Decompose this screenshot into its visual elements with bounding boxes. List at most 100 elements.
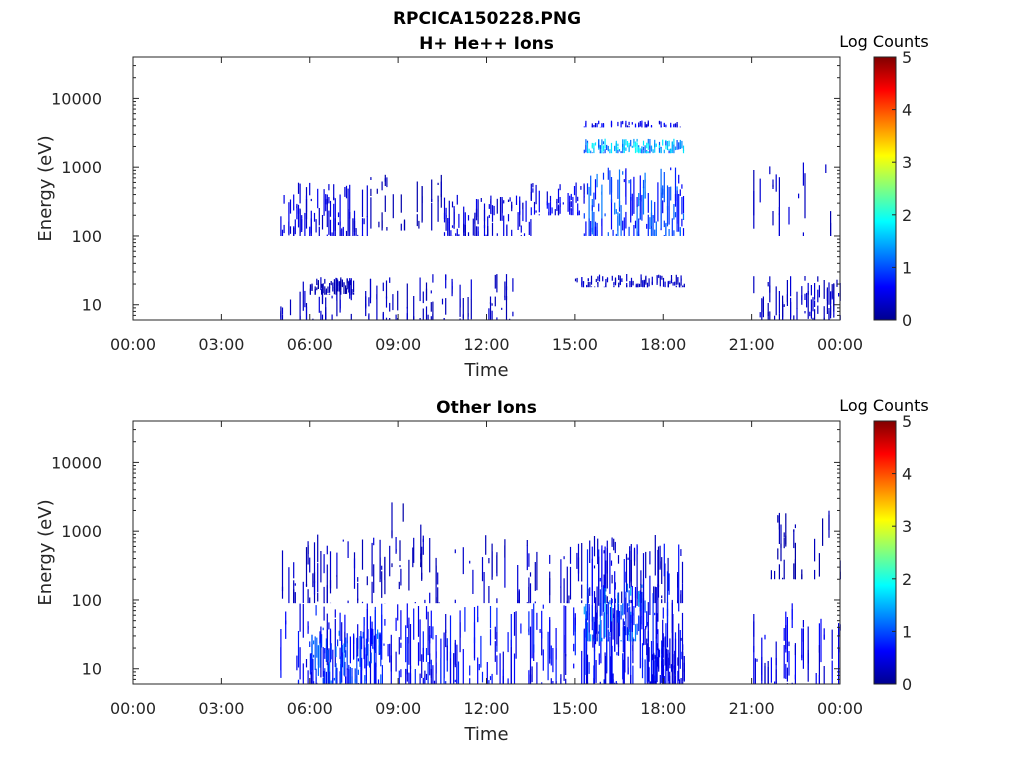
data-cell bbox=[504, 545, 506, 588]
data-cell bbox=[639, 121, 641, 127]
data-cell bbox=[370, 652, 372, 664]
data-region bbox=[370, 174, 442, 231]
data-cell bbox=[472, 569, 474, 594]
data-cell bbox=[421, 546, 423, 581]
data-cell bbox=[633, 225, 635, 236]
data-cell bbox=[311, 635, 313, 653]
data-cell bbox=[340, 656, 342, 684]
data-cell bbox=[370, 197, 372, 229]
data-cell bbox=[329, 200, 332, 217]
data-cell bbox=[336, 279, 338, 292]
data-cell bbox=[650, 200, 653, 227]
data-cell bbox=[522, 202, 524, 222]
data-cell bbox=[823, 317, 825, 320]
data-cell bbox=[313, 212, 316, 222]
data-cell bbox=[810, 299, 812, 319]
data-cell bbox=[671, 602, 673, 633]
data-cell bbox=[429, 592, 431, 604]
data-cell bbox=[397, 604, 399, 621]
data-cell bbox=[666, 185, 669, 211]
data-cell bbox=[445, 614, 447, 648]
data-cell bbox=[332, 649, 334, 682]
data-cell bbox=[682, 651, 684, 682]
data-cell bbox=[807, 282, 809, 295]
data-cell bbox=[449, 615, 452, 659]
data-cell bbox=[552, 648, 554, 673]
data-cell bbox=[581, 650, 583, 684]
data-cell bbox=[590, 221, 592, 236]
data-cell bbox=[661, 661, 663, 675]
colorbar-tick-label: 3 bbox=[902, 153, 912, 172]
data-cell bbox=[501, 199, 503, 213]
data-cell bbox=[651, 281, 653, 286]
data-cell bbox=[440, 657, 442, 684]
data-cell bbox=[831, 660, 833, 678]
data-cell bbox=[432, 626, 434, 640]
data-cell bbox=[642, 186, 645, 215]
data-cell bbox=[628, 145, 630, 153]
data-cell bbox=[778, 516, 780, 530]
data-cell bbox=[599, 620, 601, 642]
data-cell bbox=[422, 538, 424, 555]
data-cell bbox=[642, 179, 645, 189]
data-cell bbox=[775, 174, 777, 192]
data-cell bbox=[767, 282, 769, 287]
data-cell bbox=[293, 562, 295, 579]
data-cell bbox=[581, 584, 583, 599]
data-cell bbox=[753, 276, 755, 294]
data-cell bbox=[574, 613, 576, 632]
data-cell bbox=[331, 314, 333, 320]
data-cell bbox=[654, 143, 656, 153]
data-cell bbox=[400, 610, 402, 640]
data-cell bbox=[384, 556, 386, 595]
data-cell bbox=[454, 639, 456, 668]
data-cell bbox=[395, 651, 397, 672]
data-cell bbox=[345, 230, 348, 236]
data-cell bbox=[663, 543, 665, 577]
data-cell bbox=[489, 676, 492, 681]
data-cell bbox=[652, 215, 654, 236]
data-cell bbox=[546, 191, 548, 206]
data-cell bbox=[783, 559, 785, 580]
data-cell bbox=[681, 218, 683, 227]
data-cell bbox=[641, 194, 643, 221]
data-cell bbox=[346, 278, 348, 290]
data-cell bbox=[451, 281, 453, 290]
data-cell bbox=[654, 654, 656, 684]
data-cell bbox=[406, 603, 408, 629]
data-cell bbox=[458, 213, 460, 228]
data-cell bbox=[481, 671, 484, 683]
data-cell bbox=[449, 658, 452, 684]
data-cell bbox=[376, 285, 378, 300]
data-cell bbox=[590, 281, 593, 285]
data-cell bbox=[601, 145, 603, 154]
colorbar-title: Log Counts bbox=[839, 32, 929, 51]
data-cell bbox=[594, 286, 596, 288]
data-cell bbox=[663, 122, 665, 126]
data-cell bbox=[346, 633, 348, 644]
data-cell bbox=[598, 631, 600, 634]
data-cell bbox=[373, 537, 375, 546]
data-cell bbox=[283, 195, 285, 204]
data-cell bbox=[654, 680, 657, 684]
data-cell bbox=[664, 636, 666, 666]
data-cell bbox=[369, 616, 372, 651]
data-cell bbox=[311, 284, 313, 291]
data-cell bbox=[318, 296, 320, 313]
data-cell bbox=[620, 122, 622, 128]
data-cell bbox=[681, 184, 683, 189]
data-cell bbox=[682, 145, 685, 151]
data-cell bbox=[772, 179, 774, 189]
data-cell bbox=[509, 197, 511, 202]
data-cell bbox=[379, 634, 381, 655]
data-cell bbox=[551, 207, 553, 214]
data-cell bbox=[456, 228, 458, 236]
data-cell bbox=[679, 139, 681, 149]
data-cell bbox=[451, 286, 453, 294]
data-cell bbox=[801, 574, 803, 580]
data-cell bbox=[601, 545, 603, 587]
data-cell bbox=[660, 187, 662, 229]
data-cell bbox=[361, 601, 364, 604]
data-cell bbox=[510, 647, 512, 684]
data-cell bbox=[417, 606, 420, 637]
